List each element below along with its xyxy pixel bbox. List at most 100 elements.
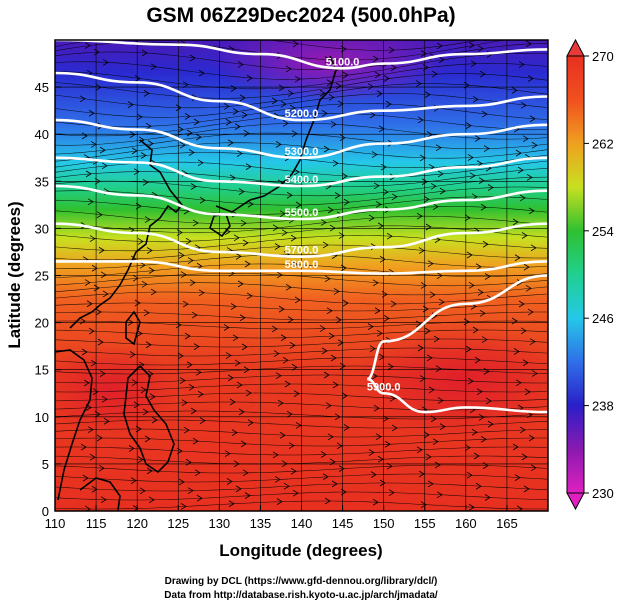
streamline-arrow	[372, 55, 379, 63]
streamline-arrow	[236, 150, 243, 157]
streamline-arrow	[239, 94, 246, 102]
streamline-arrow	[524, 388, 531, 396]
coastline-korea-japan	[69, 139, 184, 329]
y-tick-label: 0	[42, 504, 49, 519]
streamline-arrow	[83, 379, 90, 387]
streamline-arrow	[196, 494, 203, 502]
streamline-arrow	[525, 284, 532, 292]
streamline-arrow	[465, 345, 472, 353]
streamline-arrow	[244, 260, 251, 268]
streamline-arrow	[319, 325, 326, 332]
streamline-arrow	[198, 69, 205, 77]
streamline-arrow	[342, 71, 349, 79]
streamline-arrow	[383, 75, 390, 82]
colorbar-tick-label: 262	[592, 136, 614, 151]
y-axis-label: Latitude (degrees)	[5, 201, 24, 348]
streamline-arrow	[273, 112, 280, 120]
streamline-arrow	[321, 347, 328, 355]
streamline-arrow	[232, 108, 239, 115]
streamline-arrow	[192, 219, 199, 227]
streamline-arrow	[89, 453, 96, 461]
streamline-arrow	[515, 379, 522, 387]
streamline-arrow	[377, 455, 384, 463]
streamline-arrow	[376, 90, 383, 98]
streamline-arrow	[130, 477, 137, 484]
streamline-arrow	[184, 332, 191, 340]
colorbar-tick-label: 270	[592, 49, 614, 64]
streamline-arrow	[288, 442, 295, 450]
streamline-arrow	[319, 89, 326, 97]
coastline-kyushu	[209, 213, 231, 238]
streamline-arrow	[85, 170, 92, 178]
streamline-arrow	[515, 149, 522, 157]
streamline-arrow	[147, 140, 154, 147]
streamline-arrow	[95, 308, 102, 316]
streamline-arrow	[468, 41, 475, 49]
streamline-arrow	[338, 465, 345, 472]
colorbar-tick-label: 246	[592, 311, 614, 326]
x-tick-label: 120	[126, 516, 148, 531]
streamline-arrow	[291, 130, 298, 138]
streamline-arrow	[136, 330, 143, 337]
streamline-arrow	[180, 271, 187, 278]
y-tick-label: 10	[35, 410, 49, 425]
y-tick-label: 45	[35, 80, 49, 95]
streamline-arrow	[291, 363, 298, 371]
streamline-arrow	[421, 178, 428, 186]
streamline-arrow	[234, 359, 241, 367]
streamline-arrow	[375, 433, 382, 441]
streamline-arrow	[530, 244, 537, 252]
streamline-arrow	[242, 239, 249, 247]
streamline-arrow	[188, 383, 195, 391]
streamline-arrow	[326, 307, 333, 315]
streamline-arrow	[343, 198, 350, 206]
streamline-arrow	[285, 283, 292, 291]
streamline-arrow	[127, 101, 134, 108]
streamline-arrow	[279, 431, 286, 439]
streamline-arrow	[379, 255, 386, 263]
streamline-arrow	[328, 93, 335, 101]
streamline-arrow	[143, 309, 150, 317]
credit-line-1: Drawing by DCL (https://www.gfd-dennou.o…	[165, 576, 438, 587]
streamline-arrow	[378, 353, 385, 361]
streamline-arrow	[189, 279, 196, 287]
streamline-arrow	[81, 348, 88, 356]
streamline-arrow	[92, 388, 99, 396]
x-tick-label: 135	[250, 516, 272, 531]
streamline-arrow	[424, 91, 431, 98]
streamline-arrow	[129, 351, 136, 358]
streamline-arrow	[234, 123, 241, 130]
streamline-arrow	[383, 315, 390, 322]
streamline-arrow	[371, 151, 378, 158]
streamline-arrow	[93, 284, 100, 292]
streamline-arrow	[417, 344, 424, 352]
streamline-arrow	[225, 352, 232, 359]
streamline-arrow	[341, 172, 348, 180]
streamline-arrow	[150, 288, 157, 296]
streamline-arrow	[391, 424, 398, 432]
contour-label: 5300.0	[285, 146, 319, 158]
streamline-arrow	[372, 279, 379, 287]
streamline-arrow	[512, 218, 519, 226]
streamline-arrow	[149, 393, 156, 401]
streamline-arrow	[426, 131, 433, 138]
colorbar-tick-label: 254	[592, 224, 614, 239]
grid-lines	[55, 40, 548, 511]
streamline-arrow	[481, 336, 488, 343]
streamline-arrow	[322, 241, 329, 249]
streamline-arrow	[146, 247, 153, 254]
streamline-arrow	[193, 118, 200, 126]
streamline-arrow	[518, 61, 525, 68]
streamline-arrow	[98, 464, 105, 472]
streamline-arrow	[478, 177, 485, 184]
streamline-arrow	[523, 263, 530, 271]
streamline-arrow	[439, 187, 446, 195]
streamline-arrow	[150, 63, 157, 71]
streamline-arrow	[132, 274, 139, 282]
streamline-arrow	[278, 305, 285, 313]
streamline-arrow	[418, 247, 425, 254]
streamline-arrow	[137, 238, 144, 245]
streamline-arrow	[516, 279, 523, 286]
streamline-arrow	[89, 235, 96, 242]
streamline-arrow	[151, 416, 158, 424]
